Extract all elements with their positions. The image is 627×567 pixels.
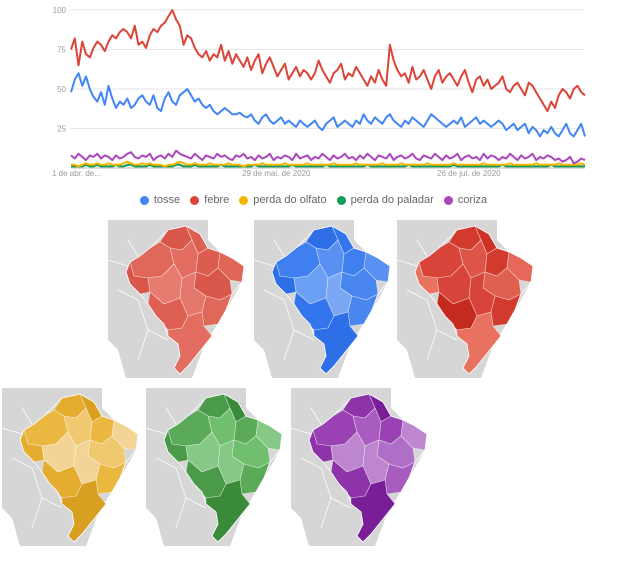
map-svg <box>2 388 144 546</box>
map-country-outline <box>19 393 139 543</box>
legend-swatch-tosse <box>139 195 149 205</box>
map-neighbour-borders <box>146 407 207 529</box>
series-line-perda-do-olfato <box>71 160 586 168</box>
map-country-outline <box>125 225 245 375</box>
map-country-outline <box>308 393 428 543</box>
map-country-outline <box>271 225 391 375</box>
y-tick-label-50: 50 <box>57 85 66 94</box>
legend-swatch-febre <box>190 195 200 205</box>
map-febre <box>108 220 250 378</box>
y-tick-label-100: 100 <box>53 6 67 15</box>
legend-label-perda-do-paladar: perda do paladar <box>350 194 434 206</box>
legend-swatch-perda-do-olfato <box>239 195 249 205</box>
map-perda-do-olfato <box>2 386 144 548</box>
x-axis-tick-labels: 1 de abr. de... 29 de mai. de 2020 26 de… <box>52 169 501 178</box>
map-ocean <box>2 508 20 546</box>
map-svg <box>291 388 433 546</box>
chart-legend: tosse febre perda do olfato perda do pal… <box>0 191 627 209</box>
map-svg <box>254 220 396 378</box>
map-ocean <box>397 340 415 378</box>
legend-label-tosse: tosse <box>153 194 181 206</box>
y-axis-tick-labels: 25 50 75 100 <box>53 6 67 134</box>
legend-label-febre: febre <box>204 194 230 206</box>
map-tosse <box>254 220 396 378</box>
map-svg <box>108 220 250 378</box>
map-neighbour-borders <box>397 239 458 361</box>
series-line-coriza <box>70 149 586 165</box>
map-perda-do-paladar <box>146 386 288 548</box>
legend-swatch-coriza <box>443 195 453 205</box>
map-country-outline <box>163 393 283 543</box>
map-ocean <box>375 388 433 546</box>
x-tick-label-2: 29 de mai. de 2020 <box>242 169 311 178</box>
map-svg <box>146 388 288 546</box>
map-ocean <box>338 220 396 378</box>
line-chart: 25 50 75 100 1 de abr. de... 29 de mai. de … <box>52 6 586 178</box>
map-ocean <box>481 220 539 378</box>
map-neighbour-borders <box>291 407 352 529</box>
map-coriza <box>291 386 433 548</box>
series-line-febre <box>70 9 586 113</box>
map-ocean <box>108 340 126 378</box>
map-ocean <box>230 388 288 546</box>
series-line-tosse <box>70 72 586 138</box>
legend-item-tosse[interactable]: tosse <box>139 194 181 206</box>
x-tick-label-1: 1 de abr. de... <box>52 169 101 178</box>
legend-item-perda-do-olfato[interactable]: perda do olfato <box>239 194 327 206</box>
map-svg <box>397 220 539 378</box>
legend-label-coriza: coriza <box>457 194 488 206</box>
legend-item-febre[interactable]: febre <box>190 194 229 206</box>
map-neighbour-borders <box>108 239 169 361</box>
map-ocean <box>192 220 250 378</box>
legend-swatch-perda-do-paladar <box>336 195 346 205</box>
map-country-outline <box>414 225 534 375</box>
map-neighbour-borders <box>2 407 63 529</box>
legend-item-perda-do-paladar[interactable]: perda do paladar <box>336 194 434 206</box>
map-ocean <box>146 508 164 546</box>
legend-label-perda-do-olfato: perda do olfato <box>253 194 327 206</box>
map-febre <box>397 220 539 378</box>
map-ocean <box>254 340 272 378</box>
x-tick-label-3: 26 de jul. de 2020 <box>437 169 501 178</box>
y-tick-label-25: 25 <box>57 125 66 134</box>
grid-lines <box>71 9 585 169</box>
series-lines <box>70 9 586 168</box>
map-ocean <box>291 508 309 546</box>
map-ocean <box>86 388 144 546</box>
map-neighbour-borders <box>254 239 315 361</box>
y-tick-label-75: 75 <box>57 46 66 55</box>
legend-item-coriza[interactable]: coriza <box>443 194 488 206</box>
